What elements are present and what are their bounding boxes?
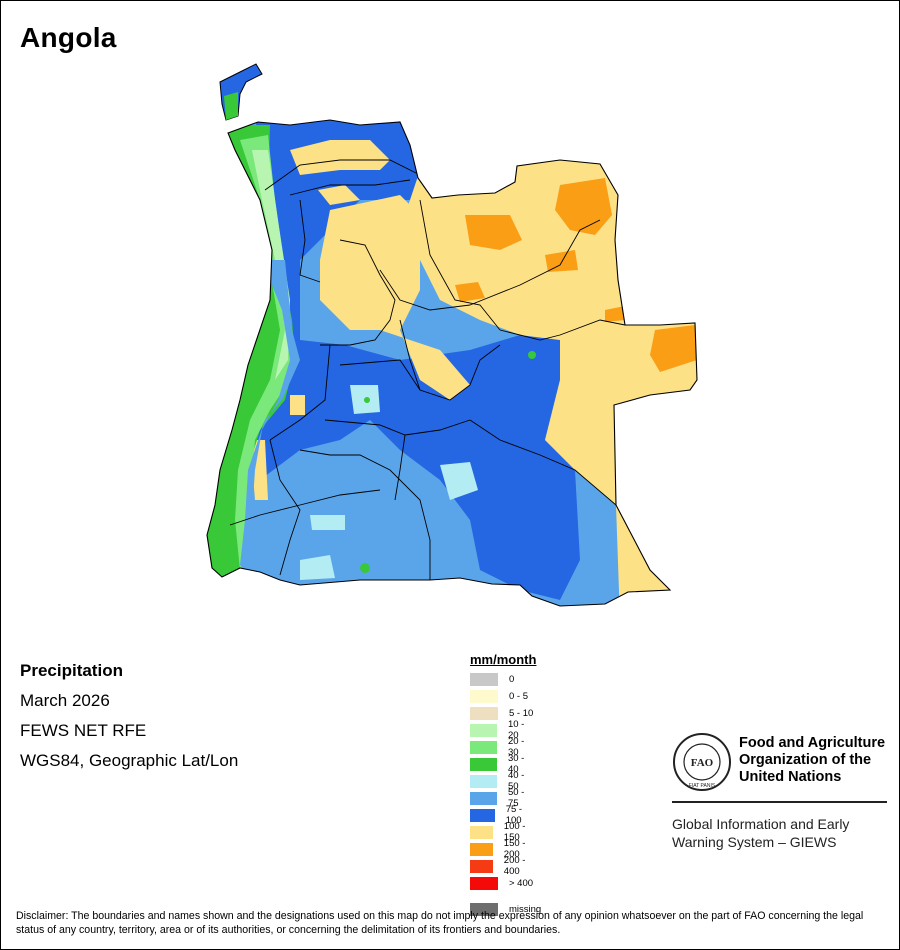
legend-item: 40 - 50 [470, 770, 536, 792]
legend-label: 40 - 50 [507, 770, 525, 792]
legend-label: 75 - 100 [505, 804, 523, 826]
legend-swatch [470, 859, 493, 873]
giews-line-1: Global Information and Early [672, 816, 850, 832]
legend-item: 200 - 400 [470, 855, 536, 877]
legend-swatch [470, 876, 498, 890]
legend-label: 200 - 400 [503, 855, 526, 877]
legend-item: 50 - 75 [470, 787, 536, 809]
fao-logo-text: FAO [691, 757, 714, 769]
legend-label: 10 - 20 [507, 719, 525, 741]
legend-item: 30 - 40 [470, 753, 536, 775]
disclaimer: Disclaimer: The boundaries and names sho… [16, 910, 864, 936]
map-info: Precipitation March 2026 FEWS NET RFE WG… [20, 656, 238, 776]
legend-label-missing: missing [509, 903, 542, 915]
legend-item: 75 - 100 [470, 804, 536, 826]
legend-item: > 400 [470, 876, 533, 890]
legend-item-missing: missing [470, 902, 541, 916]
legend-item: 20 - 30 [470, 736, 536, 758]
legend-item: 100 - 150 [470, 821, 536, 843]
legend-label: 50 - 75 [507, 787, 525, 809]
legend-label: 150 - 200 [503, 838, 526, 860]
legend-swatch [470, 689, 498, 703]
period-label: March 2026 [20, 691, 110, 710]
map-title: Angola [20, 22, 117, 53]
fao-name: Food and Agriculture Organization of the… [739, 735, 885, 786]
giews-name: Global Information and Early Warning Sys… [672, 815, 849, 851]
legend-swatch [470, 791, 497, 805]
legend-label: 5 - 10 [509, 707, 534, 719]
legend-swatch [470, 808, 495, 822]
legend-label: 100 - 150 [503, 821, 526, 843]
legend-label: 30 - 40 [507, 753, 525, 775]
fao-logo-motto: FIAT PANIS [689, 783, 716, 789]
legend-swatch [470, 740, 497, 754]
precipitation-map [206, 63, 698, 607]
divider [672, 801, 887, 803]
legend-label: > 400 [509, 877, 534, 889]
legend-swatch [470, 842, 493, 856]
legend-swatch [470, 757, 497, 771]
projection-label: WGS84, Geographic Lat/Lon [20, 751, 239, 770]
source-label: FEWS NET RFE [20, 721, 147, 740]
legend-swatch [470, 825, 493, 839]
legend-item: 0 - 5 [470, 689, 528, 703]
legend-swatch [470, 706, 498, 720]
legend-swatch [470, 774, 497, 788]
legend-item: 0 [470, 672, 514, 686]
legend: mm/month 0 0 - 5 5 - 10 10 - 20 20 - 30 30 - … [470, 652, 541, 916]
province-boundaries [229, 159, 626, 580]
fao-logo-icon: FAO FIAT PANIS [673, 733, 731, 791]
legend-label: 0 - 5 [509, 690, 529, 702]
legend-item: 5 - 10 [470, 706, 533, 720]
legend-swatch [470, 672, 498, 686]
precipitation-fill [207, 120, 697, 606]
fao-name-line-3: United Nations [739, 769, 842, 785]
fao-name-line-2: Organization of the [739, 752, 872, 768]
legend-label: 0 [509, 673, 515, 685]
legend-swatch [470, 723, 497, 737]
legend-item: 10 - 20 [470, 719, 536, 741]
giews-line-2: Warning System – GIEWS [672, 834, 837, 850]
legend-title: mm/month [470, 652, 537, 667]
legend-item: 150 - 200 [470, 838, 536, 860]
legend-swatch-missing [470, 902, 498, 916]
legend-label: 20 - 30 [507, 736, 525, 758]
fao-name-line-1: Food and Agriculture [739, 735, 886, 751]
variable-label: Precipitation [20, 661, 123, 680]
